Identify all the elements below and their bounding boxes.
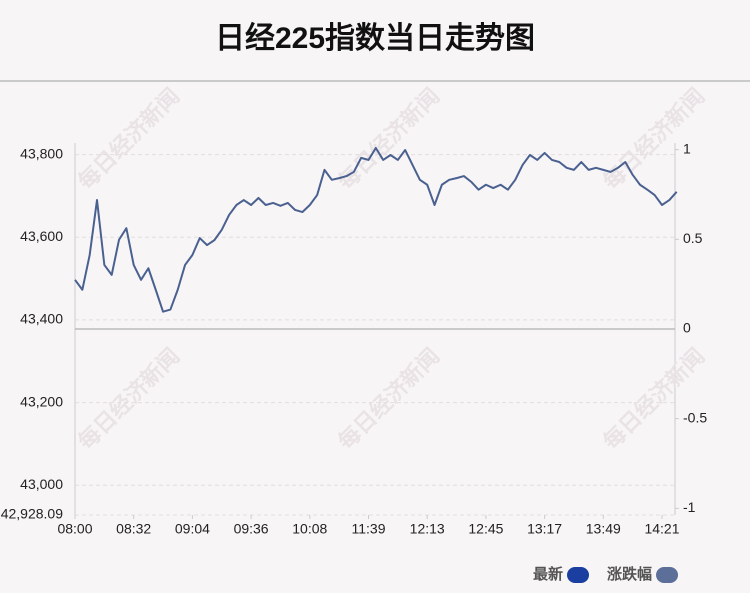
- watermark: 每日经济新闻: [73, 83, 184, 194]
- legend-label: 涨跌幅: [607, 565, 652, 583]
- x-tick-label: 09:36: [234, 521, 269, 537]
- x-tick-label: 14:21: [644, 521, 679, 537]
- x-tick-label: 08:00: [57, 521, 92, 537]
- watermark: 每日经济新闻: [598, 343, 709, 454]
- legend-swatch: [656, 567, 679, 583]
- price-line: [74, 146, 678, 313]
- chart-title: 日经225指数当日走势图: [215, 21, 535, 55]
- x-tick-label: 11:39: [352, 521, 386, 537]
- y2-tick-label: -1: [683, 499, 696, 515]
- x-tick-label: 10:08: [292, 521, 327, 537]
- y2-tick-label: -0.5: [683, 409, 707, 425]
- x-tick-label: 12:13: [410, 521, 445, 537]
- legend-label: 最新: [533, 565, 563, 583]
- y-tick-label: 42,928.09: [1, 506, 63, 522]
- x-tick-label: 13:17: [527, 521, 562, 537]
- y2-tick-label: 0.5: [683, 230, 703, 246]
- legend-swatch: [567, 567, 590, 583]
- y-tick-label: 43,200: [20, 393, 63, 409]
- y2-tick-label: 1: [683, 140, 691, 156]
- x-tick-label: 09:04: [175, 521, 210, 537]
- y-tick-label: 43,600: [20, 228, 63, 244]
- x-tick-label: 13:49: [586, 521, 621, 537]
- watermark: 每日经济新闻: [73, 343, 184, 454]
- y-tick-label: 43,000: [20, 476, 63, 492]
- watermark: 每日经济新闻: [333, 343, 444, 454]
- watermark: 每日经济新闻: [333, 83, 444, 194]
- x-tick-label: 08:32: [116, 521, 151, 537]
- y2-tick-label: 0: [683, 320, 691, 336]
- x-tick-label: 12:45: [468, 521, 503, 537]
- y-tick-label: 43,800: [20, 145, 63, 161]
- watermark: 每日经济新闻: [598, 83, 709, 194]
- y-tick-label: 43,400: [20, 311, 63, 327]
